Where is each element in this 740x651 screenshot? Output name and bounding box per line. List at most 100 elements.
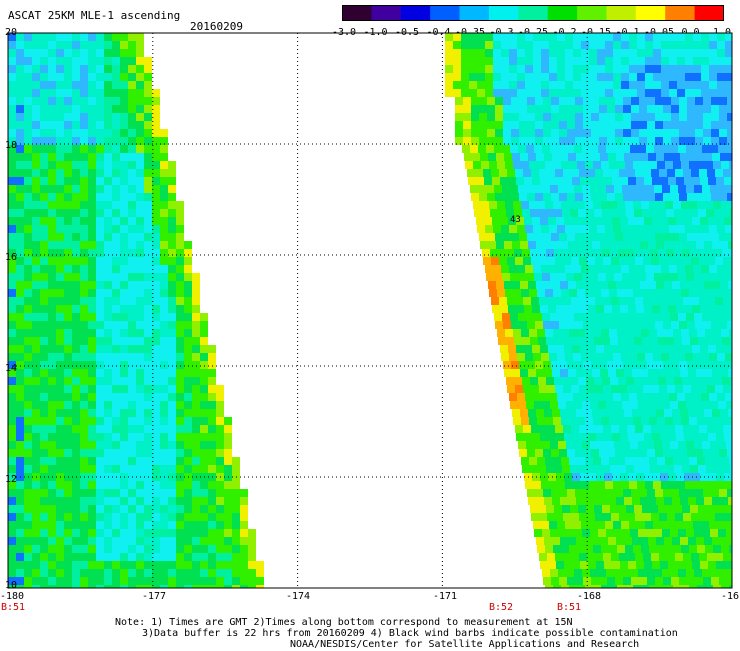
swath-cell: [531, 297, 539, 305]
swath-cell: [656, 281, 664, 289]
swath-cell: [453, 57, 461, 65]
swath-cell: [671, 321, 679, 329]
swath-cell: [160, 545, 168, 553]
swath-cell: [80, 73, 88, 81]
swath-cell: [160, 129, 168, 137]
swath-cell: [104, 209, 112, 217]
swath-cell: [699, 553, 707, 561]
swath-cell: [16, 505, 24, 513]
swath-cell: [487, 121, 495, 129]
swath-cell: [120, 569, 128, 577]
swath-cell: [533, 353, 541, 361]
swath-cell: [725, 73, 732, 81]
swath-cell: [488, 281, 496, 289]
swath-cell: [160, 489, 168, 497]
swath-cell: [32, 201, 40, 209]
swath-cell: [128, 465, 136, 473]
colorbar-segment: [694, 5, 724, 21]
swath-cell: [248, 537, 256, 545]
swath-cell: [144, 281, 152, 289]
swath-cell: [535, 449, 543, 457]
swath-cell: [729, 457, 732, 465]
swath-cell: [659, 513, 667, 521]
swath-cell: [120, 121, 128, 129]
swath-cell: [136, 377, 144, 385]
swath-cell: [701, 49, 709, 57]
swath-cell: [501, 81, 509, 89]
swath-cell: [618, 209, 626, 217]
swath-cell: [664, 497, 672, 505]
swath-cell: [8, 129, 16, 137]
swath-cell: [32, 449, 40, 457]
swath-cell: [501, 73, 509, 81]
swath-cell: [627, 297, 635, 305]
swath-cell: [694, 313, 702, 321]
swath-cell: [597, 521, 605, 529]
swath-cell: [653, 33, 661, 41]
swath-cell: [703, 193, 711, 201]
swath-cell: [112, 569, 120, 577]
swath-cell: [686, 273, 694, 281]
swath-cell: [516, 433, 524, 441]
swath-cell: [24, 361, 32, 369]
swath-cell: [558, 273, 566, 281]
swath-cell: [584, 497, 592, 505]
swath-cell: [208, 385, 216, 393]
swath-cell: [654, 441, 662, 449]
swath-cell: [471, 113, 479, 121]
swath-cell: [8, 361, 16, 369]
swath-cell: [529, 329, 537, 337]
swath-cell: [605, 89, 613, 97]
swath-cell: [671, 449, 679, 457]
swath-cell: [659, 553, 667, 561]
swath-cell: [653, 65, 661, 73]
swath-cell: [588, 433, 596, 441]
swath-cell: [549, 393, 557, 401]
swath-cell: [176, 505, 184, 513]
swath-cell: [224, 505, 232, 513]
swath-cell: [40, 257, 48, 265]
swath-cell: [128, 449, 136, 457]
swath-cell: [588, 305, 596, 313]
swath-cell: [465, 161, 473, 169]
swath-cell: [549, 57, 557, 65]
swath-cell: [56, 73, 64, 81]
swath-cell: [727, 129, 732, 137]
swath-cell: [176, 289, 184, 297]
swath-cell: [248, 585, 256, 588]
swath-cell: [160, 481, 168, 489]
swath-cell: [553, 417, 561, 425]
swath-cell: [128, 217, 136, 225]
swath-cell: [48, 409, 56, 417]
swath-cell: [562, 377, 570, 385]
swath-cell: [649, 201, 657, 209]
swath-cell: [24, 577, 32, 585]
swath-cell: [634, 249, 642, 257]
swath-cell: [517, 81, 525, 89]
swath-cell: [8, 321, 16, 329]
swath-cell: [176, 569, 184, 577]
swath-cell: [32, 57, 40, 65]
swath-cell: [24, 225, 32, 233]
swath-cell: [487, 193, 495, 201]
swath-cell: [659, 297, 667, 305]
swath-cell: [672, 537, 680, 545]
swath-cell: [56, 289, 64, 297]
swath-cell: [216, 585, 224, 588]
swath-cell: [56, 465, 64, 473]
swath-cell: [563, 425, 571, 433]
swath-cell: [581, 41, 589, 49]
swath-cell: [721, 457, 729, 465]
swath-cell: [8, 401, 16, 409]
swath-cell: [48, 153, 56, 161]
swath-cell: [72, 161, 80, 169]
swath-cell: [511, 137, 519, 145]
swath-cell: [72, 57, 80, 65]
swath-cell: [573, 33, 581, 41]
swath-cell: [128, 105, 136, 113]
swath-cell: [40, 449, 48, 457]
swath-cell: [569, 161, 577, 169]
swath-cell: [88, 345, 96, 353]
swath-cell: [541, 49, 549, 57]
swath-cell: [716, 561, 724, 569]
